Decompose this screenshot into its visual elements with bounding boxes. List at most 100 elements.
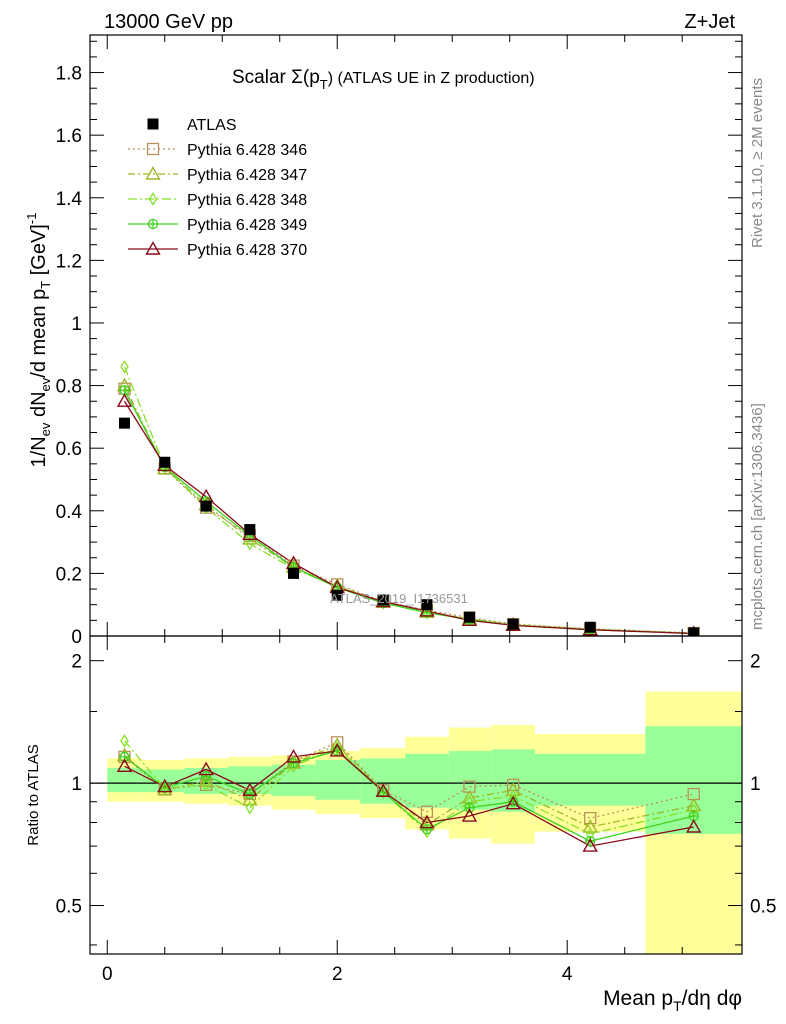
atlas-point-3 [244,524,256,536]
side-text-rivet: Rivet 3.1.10, ≥ 2M events [749,78,766,248]
band-green-7 [405,753,449,808]
ratio-y-axis-label: Ratio to ATLAS [25,744,42,845]
ratio-point-s2-10 [582,819,598,833]
ratio-series [116,734,702,852]
ratio-ytick-label-right-1: 1 [750,774,761,795]
ratio-point-s5-8 [461,808,478,822]
ratio-point-s3-6 [378,785,388,799]
legend-marker-5 [145,241,161,255]
ratio-point-s3-3 [245,800,255,815]
ratio-point-s4-4 [288,757,299,769]
ratio-point-s4-2 [200,771,212,782]
ratio-point-s5-1 [157,778,173,793]
ratio-point-s5-11 [686,819,702,833]
ratio-point-s2-3 [242,791,258,806]
header-left: 13000 GeV pp [104,11,233,33]
band-green-5 [315,759,361,800]
main-ytick-label-1: 0.2 [56,564,82,585]
atlas-point-1 [159,456,171,468]
xtick-label-0: 0 [102,964,113,985]
atlas-point-0 [118,417,130,429]
legend-item-0: ATLAS [147,117,237,134]
watermark: ATLAS_2019_I1736531 [330,591,468,606]
main-ytick-label-4: 0.8 [56,377,82,398]
ratio-point-s4-3 [244,788,255,800]
atlas-point-8 [463,611,475,623]
band-green-1 [141,769,185,793]
main-series [116,360,700,636]
axis-ticks: 0 0.2 0.4 0.6 0.8 1 1.2 1.4 1.6 1.8 0.5 0.5 1 1 2 2 0 2 4 [56,35,776,985]
legend-item-5: Pythia 6.428 370 [128,241,307,259]
ratio-point-s2-11 [686,797,702,812]
xtick-label-2: 4 [562,964,573,985]
legend-label-3: Pythia 6.428 348 [187,192,307,209]
main-ytick-label-2: 0.4 [56,502,83,523]
ratio-point-s5-4 [285,748,302,763]
ratio-ytick-label-right-2: 2 [750,652,761,673]
main-ytick-label-6: 1.2 [56,251,82,272]
main-ytick-label-9: 1.8 [56,64,82,85]
legend-marker-2 [145,166,161,180]
band-green-10 [535,753,646,806]
main-ytick-label-0: 0 [71,627,82,648]
x-axis-label: Mean pT/dη dφ [603,987,742,1014]
main-ytick-label-8: 1.6 [56,126,82,147]
legend-label-5: Pythia 6.428 370 [187,242,307,259]
main-point-s2-3 [242,531,258,545]
atlas-point-10 [584,621,596,633]
ratio-point-s3-4 [289,759,298,773]
ratio-point-s3-2 [201,778,211,792]
legend-label-4: Pythia 6.428 349 [187,217,307,234]
ratio-ytick-label-right-0: 0.5 [750,897,776,918]
legend-marker-3 [148,192,158,206]
legend: ATLAS Pythia 6.428 346 Pythia 6.428 347 Pyt… [128,117,307,259]
ratio-line-2 [124,744,694,828]
legend-item-3: Pythia 6.428 348 [128,192,307,209]
main-ytick-label-5: 1 [71,314,82,335]
legend-item-1: Pythia 6.428 346 [128,142,307,159]
ratio-ytick-label-0: 0.5 [56,897,82,918]
main-ytick-label-7: 1.4 [56,189,83,210]
ratio-line-3 [124,740,694,835]
ratio-point-s1-0 [118,750,131,764]
ratio-point-s1-10 [584,812,597,825]
main-point-s3-0 [120,360,129,374]
atlas-point-4 [288,567,300,579]
legend-item-4: Pythia 6.428 349 [128,217,307,234]
legend-label-1: Pythia 6.428 346 [187,142,307,159]
ratio-point-s2-9 [505,782,521,797]
main-point-s5-7 [419,603,435,617]
ratio-ytick-label-1: 1 [71,774,82,795]
ratio-plot-frame [89,635,743,955]
main-ytick-label-3: 0.6 [56,439,82,460]
main-point-s3-7 [422,606,432,620]
atlas-point-2 [200,500,212,512]
main-point-s3-3 [245,536,255,551]
main-line-5 [123,400,694,635]
ratio-point-s4-7 [421,824,433,835]
band-green-8 [448,750,492,810]
legend-marker-0 [147,118,159,130]
ratio-point-s5-9 [505,795,521,810]
ratio-point-s3-1 [160,781,170,796]
ratio-point-s5-6 [375,783,391,797]
header-right: Z+Jet [684,11,735,33]
atlas-point-6 [377,594,389,606]
atlas-point-11 [688,627,700,636]
ratio-point-s5-0 [116,758,133,772]
main-point-s5-0 [116,393,133,407]
side-text-mcplots: mcplots.cern.ch [arXiv:1306.3436] [749,403,766,630]
legend-label-2: Pythia 6.428 347 [187,167,307,184]
ratio-point-s2-2 [198,773,214,788]
atlas-point-7 [421,599,433,611]
ratio-point-s5-2 [198,761,214,776]
main-y-axis-label: 1/Nev dNev/d mean pT [GeV]-1 [24,213,53,468]
legend-label-0: ATLAS [187,117,237,134]
atlas-point-5 [331,589,343,601]
ratio-point-s5-7 [419,814,435,829]
ratio-point-s3-0 [120,734,129,748]
ratio-point-s5-10 [582,838,598,852]
ratio-point-s5-5 [329,742,345,757]
ratio-ytick-label-2: 2 [71,652,82,673]
